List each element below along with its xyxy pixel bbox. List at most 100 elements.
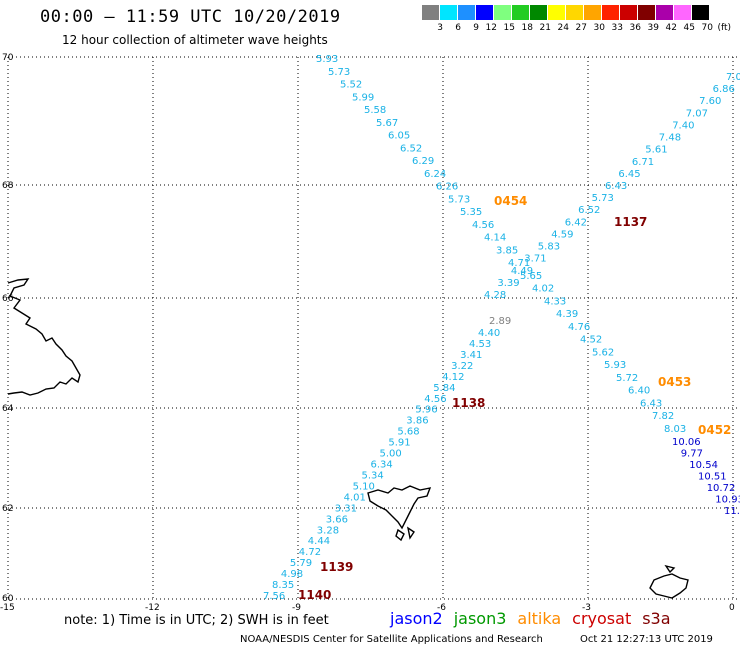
- swh-value: 4.59: [551, 229, 573, 240]
- colorbar-swatch: [656, 5, 673, 20]
- swh-value: 7.40: [672, 120, 694, 131]
- pass-time-label: 0453: [658, 375, 691, 389]
- swh-value: 6.86: [713, 84, 735, 95]
- swh-value: 5.93: [316, 54, 338, 65]
- credit-text: NOAA/NESDIS Center for Satellite Applica…: [240, 634, 543, 645]
- colorbar-swatch: [476, 5, 493, 20]
- colorbar-label: 24: [557, 23, 569, 33]
- pass-time-label: 1140: [298, 588, 331, 602]
- swh-value: 5.58: [364, 105, 386, 116]
- shetland-coastline: [649, 564, 689, 599]
- swh-value: 4.71: [508, 258, 530, 269]
- swh-value: 4.01: [344, 492, 366, 503]
- coastlines: [7, 278, 689, 599]
- latitude-labels: 70 68 66 64 62 60: [2, 53, 14, 604]
- colorbar-swatch: [602, 5, 619, 20]
- colorbar-label: 27: [575, 23, 587, 33]
- swh-value: 4.52: [580, 335, 602, 346]
- swh-value: 5.67: [376, 118, 398, 129]
- generated-timestamp: Oct 21 12:27:13 UTC 2019: [580, 634, 713, 645]
- swh-value: 4.33: [544, 296, 566, 307]
- swh-value: 5.96: [415, 405, 437, 416]
- swh-value: 6.52: [400, 143, 422, 154]
- colorbar-label: 30: [593, 23, 605, 33]
- swh-value: 4.02: [532, 284, 554, 295]
- swh-value: 5.62: [592, 347, 614, 358]
- lon-label: -3: [582, 603, 591, 613]
- swh-value: 5.72: [616, 373, 638, 384]
- pass-time-label: 1137: [614, 215, 647, 229]
- note-text: note: 1) Time is in UTC; 2) SWH is in fe…: [64, 613, 329, 628]
- pass-time-label: 1138: [452, 396, 485, 410]
- swh-value: 6.24: [424, 169, 446, 180]
- swh-value: 7.0: [726, 72, 740, 83]
- lat-label: 62: [2, 504, 13, 514]
- iceland-coastline: [7, 278, 81, 396]
- swh-value: 10.72: [707, 483, 736, 494]
- swh-value: 4.44: [308, 536, 330, 547]
- colorbar-swatch: [692, 5, 709, 20]
- colorbar-label: 15: [503, 23, 515, 33]
- swh-value: 5.83: [538, 242, 560, 253]
- swh-value: 6.26: [436, 182, 458, 193]
- lat-label: 70: [2, 53, 14, 63]
- swh-value: 4.56: [424, 394, 446, 405]
- swh-value: 10.51: [698, 472, 727, 483]
- colorbar-label: 70: [701, 23, 713, 33]
- faroe-islands-coastline: [367, 485, 432, 542]
- swh-value: 3.41: [460, 350, 482, 361]
- colorbar-swatch: [620, 5, 637, 20]
- colorbar-label: 6: [455, 23, 461, 33]
- lon-label: 0: [729, 603, 735, 613]
- swh-value: 3.28: [317, 525, 339, 536]
- lat-label: 60: [2, 594, 14, 604]
- swh-value: 7.07: [686, 108, 708, 119]
- swh-value: 4.12: [442, 372, 464, 383]
- swh-value: 6.29: [412, 156, 434, 167]
- swh-value: 7.82: [652, 411, 674, 422]
- colorbar-swatch: [674, 5, 691, 20]
- colorbar-swatch: [440, 5, 457, 20]
- swh-value: 4.28: [484, 290, 506, 301]
- swh-value: 6.05: [388, 131, 410, 142]
- map-subtitle: 12 hour collection of altimeter wave hei…: [62, 33, 328, 47]
- swh-value: 3.85: [496, 245, 518, 256]
- colorbar-label: 9: [473, 23, 479, 33]
- swh-value: 8.35: [272, 580, 294, 591]
- swh-value: 4.39: [556, 309, 578, 320]
- swh-value: 6.34: [371, 460, 393, 471]
- swh-value: 11.1: [724, 506, 740, 517]
- satellite-name: s3a: [642, 609, 671, 628]
- satellite-name: cryosat: [572, 609, 632, 628]
- colorbar-label: 18: [521, 23, 533, 33]
- swh-value: 3.71: [524, 254, 546, 265]
- colorbar-swatch: [530, 5, 547, 20]
- swh-value: 3.86: [406, 416, 428, 427]
- swh-value: 6.71: [632, 157, 654, 168]
- swh-value: 4.76: [568, 322, 590, 333]
- swh-value: 4.49: [511, 266, 533, 277]
- colorbar-swatch: [548, 5, 565, 20]
- satellite-name: jason3: [453, 609, 507, 628]
- satellite-legend: jason2 jason3 altika cryosat s3a: [390, 609, 682, 628]
- swh-value: 5.73: [448, 194, 470, 205]
- lon-label: -6: [437, 603, 446, 613]
- swh-value: 7.56: [263, 591, 285, 602]
- colorbar-label: 33: [611, 23, 623, 33]
- swh-value: 4.72: [299, 547, 321, 558]
- pass-time-label: 1139: [320, 560, 353, 574]
- swh-value: 5.79: [290, 558, 312, 569]
- swh-value: 7.48: [659, 133, 681, 144]
- colorbar-label: 12: [485, 23, 497, 33]
- swh-value: 4.53: [469, 339, 491, 350]
- swh-value: 5.52: [340, 80, 362, 91]
- map-title: 00:00 – 11:59 UTC 10/20/2019: [40, 7, 341, 27]
- swh-value: 8.03: [664, 424, 686, 435]
- pass-time-label: 0454: [494, 194, 527, 208]
- swh-value: 4.56: [472, 220, 494, 231]
- colorbar-swatch: [422, 5, 439, 20]
- pass-time-label: 0452: [698, 423, 731, 437]
- colorbar-swatch: [584, 5, 601, 20]
- swh-value: 5.10: [353, 481, 375, 492]
